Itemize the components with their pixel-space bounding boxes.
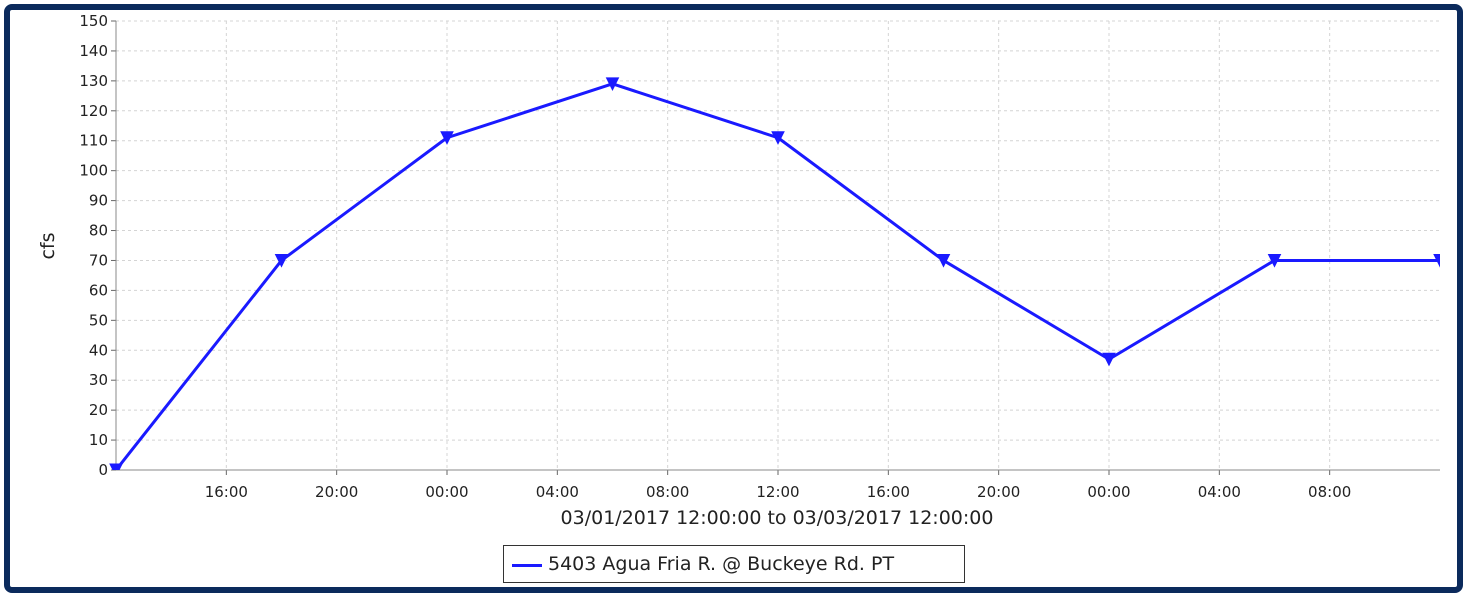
- y-tick-label: 110: [79, 132, 108, 150]
- y-tick-label: 80: [89, 222, 108, 240]
- x-tick-label: 20:00: [977, 483, 1020, 501]
- x-tick-label: 04:00: [536, 483, 579, 501]
- x-tick-label: 08:00: [1308, 483, 1351, 501]
- y-tick-label: 50: [89, 311, 108, 329]
- data-point: [1433, 253, 1440, 268]
- data-point: [274, 253, 289, 268]
- y-tick-label: 90: [89, 192, 108, 210]
- x-tick-label: 00:00: [425, 483, 468, 501]
- data-point: [771, 131, 785, 145]
- y-tick-label: 120: [79, 102, 108, 120]
- data-point: [1102, 352, 1116, 367]
- y-tick-label: 0: [98, 461, 108, 479]
- x-tick-label: 04:00: [1198, 483, 1241, 501]
- x-tick-label: 12:00: [756, 483, 799, 501]
- y-tick-label: 130: [79, 72, 108, 90]
- x-tick-label: 08:00: [646, 483, 689, 501]
- y-tick-label: 10: [89, 431, 108, 449]
- legend-label: 5403 Agua Fria R. @ Buckeye Rd. PT: [548, 553, 895, 575]
- y-tick-label: 70: [89, 251, 108, 269]
- series-line: [114, 82, 1440, 470]
- x-tick-label: 16:00: [867, 483, 910, 501]
- data-point: [440, 131, 454, 145]
- legend-swatch: [512, 564, 542, 567]
- series-layer: [109, 77, 1440, 470]
- y-tick-label: 150: [79, 12, 108, 30]
- x-tick-label: 16:00: [205, 483, 248, 501]
- y-tick-label: 30: [89, 371, 108, 389]
- x-axis-title: 03/01/2017 12:00:00 to 03/03/2017 12:00:…: [561, 507, 994, 529]
- x-tick-label: 20:00: [315, 483, 358, 501]
- series-group: [109, 77, 1440, 470]
- x-tick-label: 00:00: [1087, 483, 1130, 501]
- y-tick-label: 20: [89, 401, 108, 419]
- y-tick-label: 140: [79, 42, 108, 60]
- legend: 5403 Agua Fria R. @ Buckeye Rd. PT: [503, 545, 965, 583]
- data-point: [1267, 253, 1282, 268]
- axes: 0 10 20 30 40 50 60 70 80 90 100 110 120 130 140 150 16:…: [79, 12, 1440, 501]
- grid: [116, 20, 1440, 470]
- y-tick-label: 60: [89, 281, 108, 299]
- data-point: [605, 77, 620, 91]
- y-tick-label: 40: [89, 341, 108, 359]
- y-tick-label: 100: [79, 162, 108, 180]
- y-axis-title: cfs: [37, 232, 59, 259]
- data-point: [936, 253, 951, 268]
- data-point: [109, 463, 123, 470]
